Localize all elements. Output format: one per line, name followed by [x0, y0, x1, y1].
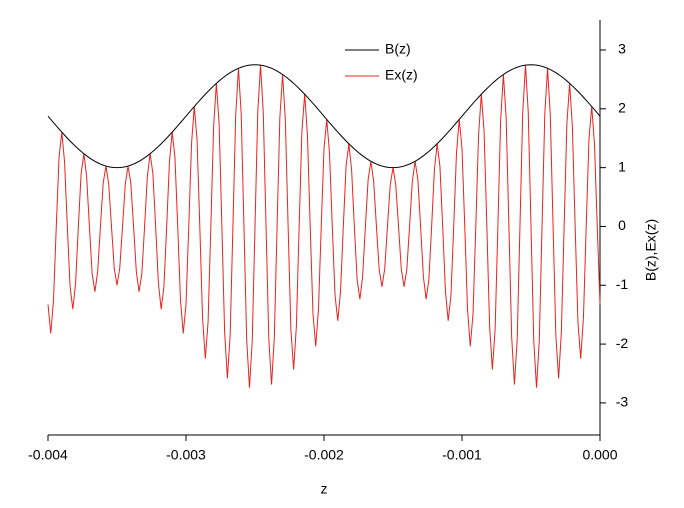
- y-tick-label: 2: [618, 100, 626, 116]
- x-tick-label: -0.003: [166, 447, 206, 463]
- y-tick-label: -2: [616, 335, 629, 351]
- y-tick-label: 1: [618, 158, 626, 174]
- data-line: [47, 65, 601, 388]
- data-line: [47, 64, 601, 169]
- legend-label: B(z): [385, 41, 411, 57]
- y-tick-label: 3: [618, 41, 626, 57]
- x-tick-label: -0.001: [442, 447, 482, 463]
- y-tick-label: 0: [618, 217, 626, 233]
- x-axis-label: z: [321, 481, 328, 497]
- y-axis-label: B(z),Ex(z): [643, 219, 659, 281]
- x-tick-label: -0.002: [304, 447, 344, 463]
- x-tick-label: 0.000: [582, 447, 617, 463]
- legend-label: Ex(z): [385, 67, 418, 83]
- x-tick-label: -0.004: [28, 447, 68, 463]
- y-tick-label: -3: [616, 394, 629, 410]
- y-tick-label: -1: [616, 276, 629, 292]
